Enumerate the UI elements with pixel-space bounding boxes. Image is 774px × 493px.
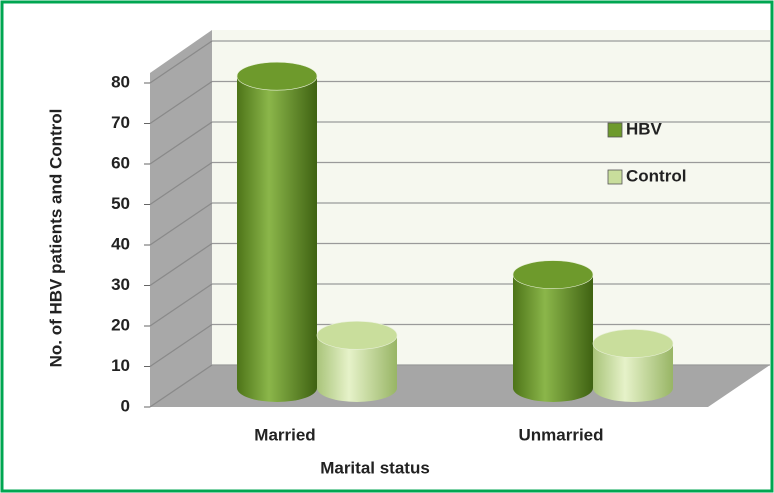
- legend-swatch: [607, 122, 623, 138]
- cylinder-top: [236, 61, 318, 91]
- cylinder: [513, 274, 593, 402]
- y-tick-label: 40: [111, 234, 130, 253]
- grid-line: [149, 80, 213, 125]
- y-tick-label: 60: [111, 153, 130, 172]
- legend-swatch: [607, 169, 623, 185]
- grid-line: [149, 40, 213, 84]
- grid-line: [149, 364, 213, 408]
- side-wall: [150, 30, 212, 407]
- legend-label: Control: [626, 166, 686, 185]
- y-tick-label: 70: [111, 113, 130, 132]
- y-axis-title: No. of HBV patients and Control: [46, 109, 65, 368]
- grid-line: [149, 283, 213, 327]
- x-tick-label: Unmarried: [518, 425, 603, 444]
- y-tick-label: 50: [111, 194, 130, 213]
- x-tick-label: Married: [254, 425, 315, 444]
- back-wall: [212, 30, 770, 365]
- cylinder: [237, 76, 317, 403]
- cylinder-top: [316, 321, 398, 350]
- cylinder: [317, 335, 397, 402]
- y-tick-label: 10: [111, 356, 130, 375]
- cylinder-top: [592, 329, 674, 358]
- y-tick-label: 80: [111, 72, 130, 91]
- y-tick-label: 0: [121, 396, 130, 415]
- y-tick-label: 20: [111, 315, 130, 334]
- grid-line: [149, 121, 213, 165]
- grid-line: [149, 323, 213, 368]
- grid-line: [149, 161, 213, 206]
- grid-line: [149, 242, 213, 287]
- cylinder: [593, 343, 673, 402]
- cylinder-top: [512, 260, 594, 289]
- grid-line: [149, 202, 213, 246]
- legend-label: HBV: [626, 119, 663, 138]
- x-axis-title: Marital status: [320, 458, 430, 477]
- y-tick-label: 30: [111, 275, 130, 294]
